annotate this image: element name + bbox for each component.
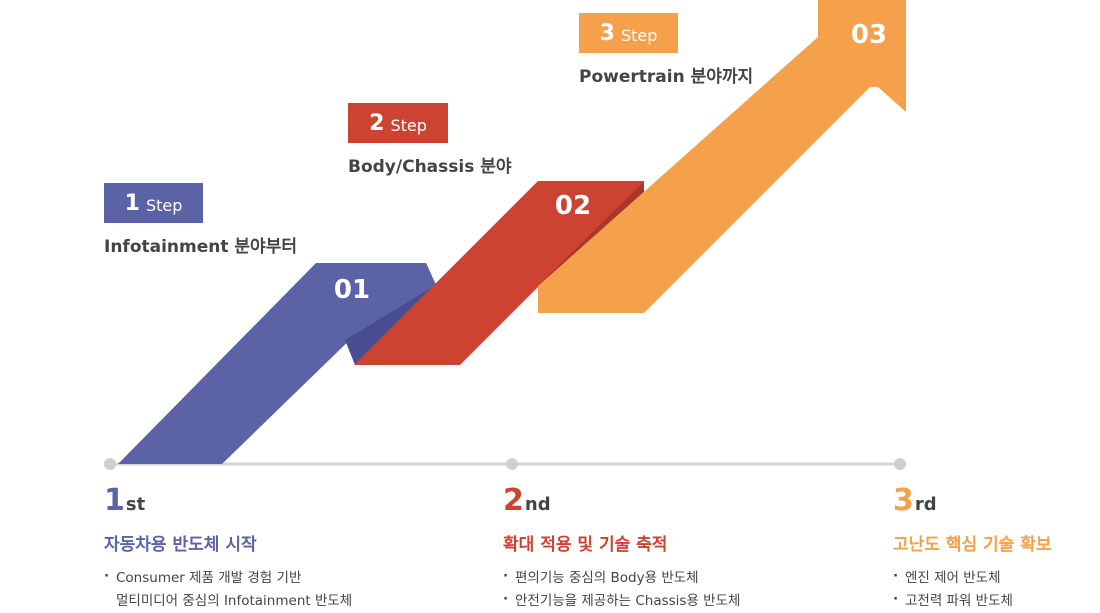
step-caption-2: Body/Chassis 분야 [348, 157, 512, 177]
step-badge-3-word: Step [620, 25, 658, 45]
stage-3-item: 고전력 파워 반도체 [893, 588, 1052, 613]
timeline-dot-3 [894, 458, 906, 470]
stage-2-ordinal: 2nd [503, 486, 740, 516]
ribbon-01 [118, 263, 360, 464]
step-badge-1-num: 1 [124, 190, 140, 216]
stage-1-ordinal: 1st [104, 486, 352, 516]
ribbon-02 [354, 181, 644, 365]
timeline-dot-1 [104, 458, 116, 470]
stage-2-suffix: nd [524, 494, 551, 515]
stage-3-list: 엔진 제어 반도체 고전력 파워 반도체 [893, 565, 1052, 613]
step-caption-3: Powertrain 분야까지 [579, 67, 754, 87]
stage-3: 3rd 고난도 핵심 기술 확보 엔진 제어 반도체 고전력 파워 반도체 [893, 486, 1052, 613]
step-badge-2-word: Step [390, 115, 427, 135]
stage-2: 2nd 확대 적용 및 기술 축적 편의기능 중심의 Body용 반도체 안전기… [503, 486, 740, 613]
arrow-label-01: 01 [334, 275, 370, 305]
step-badge-3: 3 Step [579, 13, 678, 53]
arrow-label-02: 02 [555, 191, 591, 221]
stage-1-suffix: st [125, 494, 146, 515]
stage-3-title: 고난도 핵심 기술 확보 [893, 535, 1052, 555]
stage-2-title: 확대 적용 및 기술 축적 [503, 535, 668, 555]
stage-2-item: 편의기능 중심의 Body용 반도체 [503, 565, 740, 590]
stage-1-title: 자동차용 반도체 시작 [104, 535, 257, 555]
step-badge-2-num: 2 [369, 110, 385, 136]
step-badge-2: 2 Step [348, 103, 448, 143]
stage-1-item: 멀티미디어 중심의 Infotainment 반도체 [116, 593, 353, 609]
stage-3-item: 엔진 제어 반도체 [893, 565, 1052, 590]
timeline-dot-2 [506, 458, 518, 470]
step-badge-3-num: 3 [599, 20, 615, 46]
ribbon-03-head [838, 0, 906, 112]
ribbon-01-top [316, 263, 436, 340]
arrow-label-03: 03 [851, 20, 887, 50]
step-caption-1: Infotainment 분야부터 [104, 237, 297, 257]
stage-3-suffix: rd [914, 494, 937, 515]
step-badge-1-word: Step [145, 195, 183, 215]
stage-1-number: 1 [104, 483, 125, 518]
stage-1: 1st 자동차용 반도체 시작 Consumer 제품 개발 경험 기반 멀티미… [104, 486, 352, 613]
stage-1-list: Consumer 제품 개발 경험 기반 멀티미디어 중심의 Infotainm… [104, 565, 353, 613]
stage-3-ordinal: 3rd [893, 486, 1052, 516]
stage-3-number: 3 [893, 483, 914, 518]
stage-2-number: 2 [503, 483, 524, 518]
stage-2-item: 안전기능을 제공하는 Chassis용 반도체 [503, 588, 740, 613]
stage-2-list: 편의기능 중심의 Body용 반도체 안전기능을 제공하는 Chassis용 반… [503, 565, 740, 613]
stage-1-item: Consumer 제품 개발 경험 기반 [104, 565, 352, 590]
ribbon-03 [538, 0, 906, 313]
step-badge-1: 1 Step [104, 183, 203, 223]
